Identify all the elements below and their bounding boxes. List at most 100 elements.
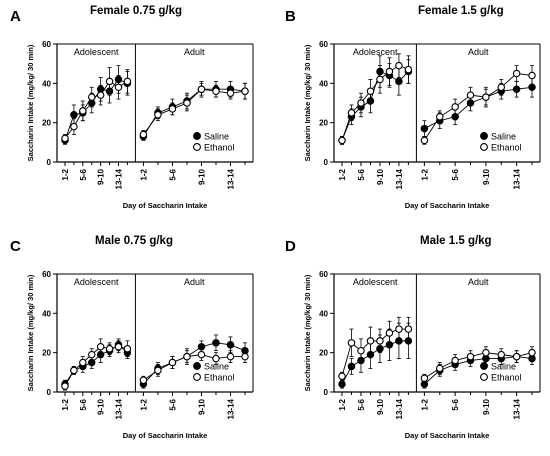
data-point	[376, 337, 384, 345]
y-axis-title: Saccharin Intake (mg/kg/ 30 min)	[26, 44, 35, 161]
x-tick-label: 1-2	[139, 398, 148, 410]
data-point	[197, 350, 206, 359]
x-axis-title: Day of Saccharin Intake	[405, 201, 490, 210]
data-point	[420, 124, 429, 133]
phase-label-adolescent: Adolescent	[353, 47, 398, 57]
data-point	[420, 374, 429, 382]
data-point	[385, 329, 394, 337]
phase-label-adolescent: Adolescent	[74, 47, 119, 57]
data-point	[70, 122, 78, 131]
x-tick-label: 13-14	[395, 168, 404, 189]
data-point	[528, 348, 536, 357]
x-tick-label: 13-14	[226, 398, 235, 419]
data-point	[87, 350, 96, 359]
series-ethanol	[338, 53, 536, 145]
data-point	[436, 364, 444, 373]
data-point	[154, 111, 162, 119]
data-point	[420, 136, 429, 145]
series-line-adolescent	[341, 340, 409, 385]
data-point	[96, 343, 105, 351]
data-point	[436, 113, 444, 121]
data-point	[528, 71, 536, 80]
data-point	[512, 352, 521, 361]
data-point	[347, 339, 356, 347]
data-point	[212, 87, 220, 95]
y-tick-label: 40	[319, 309, 328, 318]
data-point	[404, 65, 413, 74]
legend-marker-saline	[480, 362, 488, 370]
data-point	[347, 109, 356, 117]
y-tick-label: 40	[42, 79, 51, 88]
y-axis-title: Saccharin Intake (mg/kg/ 30 min)	[26, 274, 35, 391]
x-tick-label: 5-6	[168, 398, 177, 410]
data-point	[70, 111, 78, 119]
data-point	[385, 67, 394, 76]
y-tick-label: 0	[47, 158, 52, 167]
legend-marker-ethanol	[480, 373, 488, 381]
data-point	[226, 352, 235, 361]
x-tick-label: 5-6	[79, 398, 88, 410]
data-point	[105, 77, 114, 86]
data-point	[376, 75, 384, 84]
phase-label-adult: Adult	[468, 277, 489, 287]
data-point	[347, 362, 356, 371]
data-point	[395, 325, 403, 333]
data-point	[168, 105, 177, 113]
data-point	[139, 376, 148, 384]
x-tick-label: 13-14	[226, 168, 235, 189]
data-point	[357, 346, 365, 355]
y-tick-label: 0	[324, 388, 329, 397]
x-tick-label: 5-6	[357, 398, 366, 410]
x-tick-label: 5-6	[451, 398, 460, 410]
legend-label-saline: Saline	[491, 132, 516, 142]
data-point	[338, 372, 346, 381]
x-tick-label: 13-14	[513, 398, 522, 419]
y-tick-label: 60	[319, 40, 328, 49]
data-point	[366, 87, 375, 95]
data-point	[451, 103, 459, 111]
x-tick-label: 9-10	[97, 168, 106, 185]
panel-title: Male 1.5 g/kg	[420, 235, 492, 247]
panel-title: Female 0.75 g/kg	[90, 5, 182, 17]
data-point	[61, 382, 69, 390]
data-point	[482, 93, 490, 101]
panel-title: Male 0.75 g/kg	[95, 235, 173, 247]
panel-letter: B	[285, 8, 296, 25]
series-line-adolescent	[341, 65, 409, 141]
data-point	[482, 348, 490, 357]
legend-label-ethanol: Ethanol	[204, 143, 235, 153]
panel-title: Female 1.5 g/kg	[418, 5, 504, 17]
y-tick-label: 0	[47, 388, 52, 397]
data-point	[183, 99, 191, 107]
legend-marker-saline	[480, 132, 488, 140]
x-tick-label: 13-14	[114, 398, 123, 419]
x-tick-label: 1-2	[61, 398, 70, 410]
data-point	[154, 366, 162, 375]
data-point	[139, 130, 148, 139]
data-point	[197, 85, 206, 93]
x-tick-label: 1-2	[139, 168, 148, 180]
series-ethanol	[61, 338, 249, 391]
panel-d: D Male 1.5 g/kg Adolescent Adult 0 20 40 60 Sacc…	[285, 235, 541, 440]
legend-marker-ethanol	[480, 143, 488, 151]
data-point	[114, 83, 123, 92]
legend-label-saline: Saline	[204, 362, 229, 372]
data-point	[212, 354, 220, 363]
series-line-adult	[424, 73, 533, 141]
data-point	[338, 136, 346, 145]
data-point	[466, 91, 475, 99]
data-point	[366, 337, 375, 345]
data-point	[114, 343, 123, 351]
x-axis-title: Day of Saccharin Intake	[123, 201, 208, 210]
phase-label-adult: Adult	[468, 47, 489, 57]
phase-label-adolescent: Adolescent	[353, 277, 398, 287]
x-tick-label: 9-10	[482, 168, 491, 185]
x-tick-label: 9-10	[376, 168, 385, 185]
legend-label-saline: Saline	[204, 132, 229, 142]
data-point	[241, 352, 249, 361]
y-tick-label: 40	[319, 79, 328, 88]
y-tick-label: 20	[319, 119, 328, 128]
data-point	[512, 85, 521, 93]
x-tick-label: 13-14	[395, 398, 404, 419]
y-tick-label: 20	[42, 119, 51, 128]
